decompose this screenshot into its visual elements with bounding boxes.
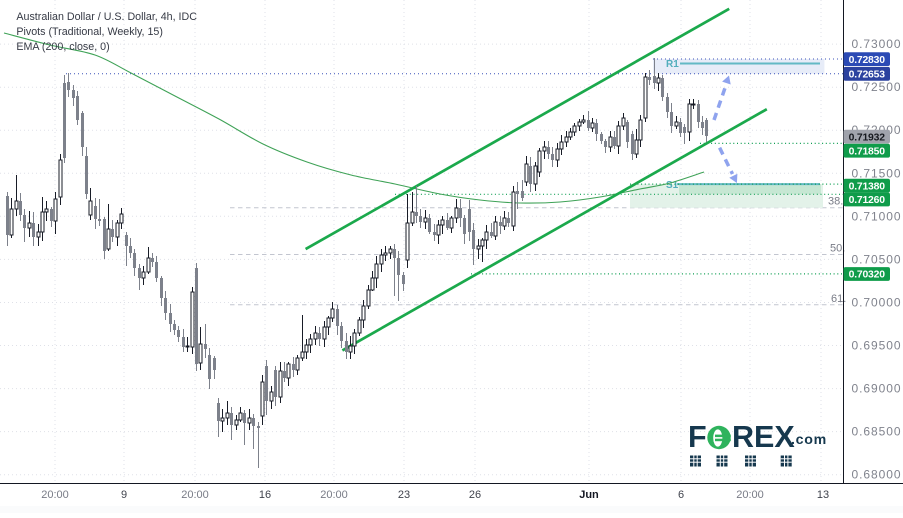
svg-text:0.72500: 0.72500: [852, 80, 902, 94]
svg-text:REX: REX: [732, 420, 795, 454]
svg-text:Australian Dollar / U.S. Dolla: Australian Dollar / U.S. Dollar, 4h, IDC: [16, 11, 197, 23]
svg-text:0.72653: 0.72653: [849, 70, 886, 81]
svg-text:0.68500: 0.68500: [852, 425, 902, 439]
svg-text:0.69500: 0.69500: [852, 339, 902, 353]
svg-text:S1: S1: [666, 180, 679, 191]
svg-text:20:00: 20:00: [320, 489, 348, 501]
svg-text:26: 26: [469, 489, 481, 501]
svg-text:Jun: Jun: [579, 489, 599, 501]
svg-text:0.71000: 0.71000: [852, 209, 902, 223]
svg-text:61.: 61.: [831, 293, 846, 305]
svg-text:F: F: [688, 420, 707, 454]
svg-text:R1: R1: [666, 59, 679, 70]
svg-text:.com: .com: [791, 432, 827, 448]
svg-text:EMA (200, close, 0): EMA (200, close, 0): [16, 41, 109, 53]
svg-text:0.71932: 0.71932: [849, 132, 886, 143]
svg-text:20:00: 20:00: [181, 489, 209, 501]
svg-text:0.71850: 0.71850: [849, 146, 886, 157]
svg-text:50.: 50.: [830, 243, 845, 255]
svg-text:16: 16: [259, 489, 271, 501]
svg-text:Pivots (Traditional, Weekly, 1: Pivots (Traditional, Weekly, 15): [16, 26, 163, 38]
svg-text:23: 23: [398, 489, 410, 501]
svg-text:0.70000: 0.70000: [852, 296, 902, 310]
svg-text:0.69000: 0.69000: [852, 382, 902, 396]
svg-text:0.70500: 0.70500: [852, 252, 902, 266]
svg-text:0.71500: 0.71500: [852, 166, 902, 180]
svg-text:0.72830: 0.72830: [849, 55, 886, 66]
svg-text:20:00: 20:00: [41, 489, 69, 501]
svg-text:0.71380: 0.71380: [849, 181, 886, 192]
svg-text:38.: 38.: [828, 195, 843, 207]
svg-text:6: 6: [678, 489, 684, 501]
svg-text:13: 13: [817, 489, 829, 501]
svg-text:0.73000: 0.73000: [852, 37, 902, 51]
svg-text:20:00: 20:00: [736, 489, 764, 501]
svg-text:0.68000: 0.68000: [852, 468, 902, 482]
svg-text:0.71260: 0.71260: [849, 195, 886, 206]
svg-text:0.70320: 0.70320: [849, 270, 886, 281]
svg-text:9: 9: [121, 489, 127, 501]
